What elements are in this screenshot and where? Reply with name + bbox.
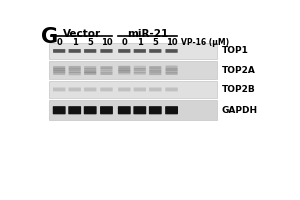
FancyBboxPatch shape — [149, 70, 161, 73]
Bar — [49, 100, 217, 120]
FancyBboxPatch shape — [53, 70, 65, 73]
FancyBboxPatch shape — [149, 106, 162, 114]
FancyBboxPatch shape — [68, 106, 81, 114]
Text: TOP2B: TOP2B — [222, 85, 256, 94]
FancyBboxPatch shape — [100, 106, 113, 114]
FancyBboxPatch shape — [118, 88, 130, 91]
Text: Vector: Vector — [63, 29, 101, 39]
FancyBboxPatch shape — [134, 88, 146, 91]
FancyBboxPatch shape — [166, 66, 178, 69]
FancyBboxPatch shape — [134, 66, 146, 69]
FancyBboxPatch shape — [134, 72, 146, 75]
Text: 0: 0 — [122, 38, 127, 47]
FancyBboxPatch shape — [69, 66, 81, 69]
FancyBboxPatch shape — [100, 70, 112, 73]
FancyBboxPatch shape — [84, 72, 96, 75]
FancyBboxPatch shape — [100, 68, 112, 71]
FancyBboxPatch shape — [166, 72, 178, 75]
FancyBboxPatch shape — [69, 68, 81, 71]
Bar — [49, 61, 217, 79]
FancyBboxPatch shape — [84, 88, 96, 91]
FancyBboxPatch shape — [149, 72, 161, 75]
FancyBboxPatch shape — [53, 72, 65, 75]
FancyBboxPatch shape — [100, 49, 112, 53]
FancyBboxPatch shape — [118, 66, 130, 68]
FancyBboxPatch shape — [118, 72, 130, 75]
FancyBboxPatch shape — [166, 68, 178, 71]
FancyBboxPatch shape — [165, 106, 178, 114]
FancyBboxPatch shape — [53, 66, 65, 69]
FancyBboxPatch shape — [134, 70, 146, 73]
Text: GAPDH: GAPDH — [222, 106, 258, 115]
FancyBboxPatch shape — [53, 68, 65, 71]
FancyBboxPatch shape — [53, 106, 66, 114]
FancyBboxPatch shape — [134, 106, 146, 114]
Bar — [49, 43, 217, 59]
Text: 5: 5 — [152, 38, 158, 47]
FancyBboxPatch shape — [100, 66, 112, 69]
Text: G: G — [40, 27, 58, 47]
Text: 10: 10 — [166, 38, 177, 47]
FancyBboxPatch shape — [53, 49, 65, 53]
FancyBboxPatch shape — [69, 49, 81, 53]
FancyBboxPatch shape — [134, 49, 146, 53]
FancyBboxPatch shape — [165, 88, 178, 91]
FancyBboxPatch shape — [149, 66, 161, 69]
FancyBboxPatch shape — [149, 68, 161, 71]
Text: 1: 1 — [72, 38, 78, 47]
Text: 10: 10 — [101, 38, 112, 47]
FancyBboxPatch shape — [149, 49, 161, 53]
Text: TOP2A: TOP2A — [222, 66, 256, 75]
FancyBboxPatch shape — [166, 69, 178, 73]
Text: 0: 0 — [56, 38, 62, 47]
FancyBboxPatch shape — [100, 72, 112, 75]
FancyBboxPatch shape — [134, 68, 146, 71]
FancyBboxPatch shape — [118, 68, 130, 71]
Text: miR-21: miR-21 — [127, 29, 168, 39]
Bar — [49, 81, 217, 98]
Text: 1: 1 — [137, 38, 143, 47]
FancyBboxPatch shape — [69, 72, 81, 75]
FancyBboxPatch shape — [166, 49, 178, 53]
FancyBboxPatch shape — [84, 66, 96, 69]
Text: VP-16 (μM): VP-16 (μM) — [181, 38, 229, 47]
FancyBboxPatch shape — [53, 88, 65, 91]
FancyBboxPatch shape — [84, 106, 97, 114]
Text: TOP1: TOP1 — [222, 46, 249, 55]
FancyBboxPatch shape — [100, 88, 113, 91]
FancyBboxPatch shape — [149, 88, 161, 91]
FancyBboxPatch shape — [84, 68, 96, 71]
Text: 5: 5 — [87, 38, 93, 47]
FancyBboxPatch shape — [68, 88, 81, 91]
FancyBboxPatch shape — [118, 70, 130, 73]
FancyBboxPatch shape — [84, 49, 96, 53]
FancyBboxPatch shape — [118, 106, 131, 114]
FancyBboxPatch shape — [69, 69, 81, 73]
FancyBboxPatch shape — [84, 70, 96, 73]
FancyBboxPatch shape — [118, 49, 130, 53]
